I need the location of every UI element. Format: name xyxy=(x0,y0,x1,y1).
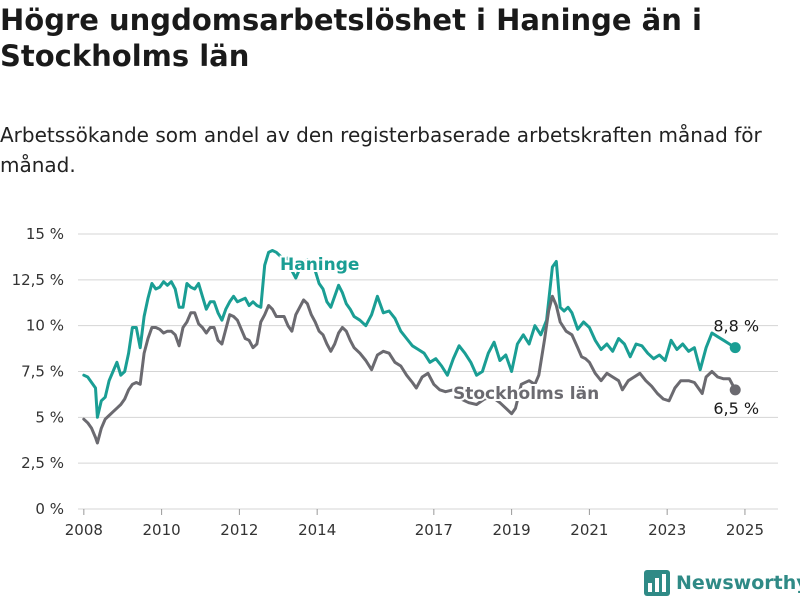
y-tick-label: 5 % xyxy=(35,408,64,426)
brand-name: Newsworthy xyxy=(676,572,800,594)
series-stockholms-lan: 6,5 % Stockholms län xyxy=(82,294,759,445)
series-line xyxy=(82,249,737,419)
newsworthy-brand[interactable]: Newsworthy xyxy=(644,568,800,598)
x-tick-label: 2019 xyxy=(493,521,531,539)
series-end-label: 8,8 % xyxy=(713,317,759,336)
series-layer: 8,8 % Haninge 6,5 % Stockholms län xyxy=(82,249,759,445)
x-tick-label: 2014 xyxy=(298,521,336,539)
chart-subtitle: Arbetssökande som andel av den registerb… xyxy=(0,123,762,177)
series-end-label: 6,5 % xyxy=(713,399,759,418)
x-tick-label: 2025 xyxy=(726,521,764,539)
x-tick-label: 2017 xyxy=(415,521,453,539)
x-tick-label: 2008 xyxy=(65,521,103,539)
newsworthy-logo-icon xyxy=(644,570,670,596)
x-tick-label: 2023 xyxy=(648,521,686,539)
y-tick-label: 10 % xyxy=(26,317,64,335)
series-end-point xyxy=(729,384,741,396)
series-name-label: Haninge xyxy=(280,255,359,275)
series-line xyxy=(82,294,737,445)
y-tick-label: 12,5 % xyxy=(12,271,64,289)
chart-title: Högre ungdomsarbetslöshet i Haninge än i… xyxy=(0,3,702,73)
x-tick-label: 2021 xyxy=(570,521,608,539)
x-tick-label: 2010 xyxy=(143,521,181,539)
y-axis: 0 % 2,5 % 5 % 7,5 % 10 % 12,5 % 15 % xyxy=(12,225,64,518)
grid xyxy=(78,233,778,510)
series-haninge: 8,8 % Haninge xyxy=(82,249,759,419)
x-axis: 2008 2010 2012 2014 2017 2019 2021 2023 2025 xyxy=(65,509,764,539)
series-name-label: Stockholms län xyxy=(453,384,599,404)
y-tick-label: 15 % xyxy=(26,225,64,243)
y-tick-label: 7,5 % xyxy=(21,363,64,381)
y-tick-label: 2,5 % xyxy=(21,454,64,472)
x-tick-label: 2012 xyxy=(220,521,258,539)
y-tick-label: 0 % xyxy=(35,500,64,518)
series-end-point xyxy=(729,342,741,354)
